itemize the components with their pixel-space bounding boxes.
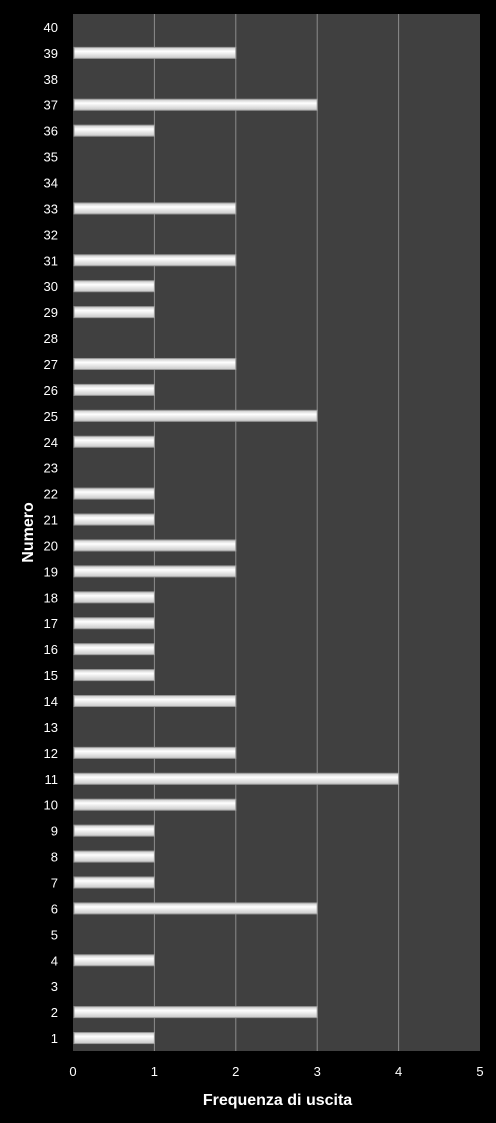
bar	[73, 591, 155, 604]
bar	[73, 876, 155, 889]
y-tick-label: 40	[44, 20, 58, 35]
y-tick-label: 22	[44, 487, 58, 502]
bar	[73, 513, 155, 526]
x-tick-label: 3	[314, 1064, 321, 1079]
bar	[73, 643, 155, 656]
y-tick-label: 39	[44, 46, 58, 61]
y-tick-label: 37	[44, 98, 58, 113]
bar	[73, 98, 318, 111]
x-axis-title: Frequenza di uscita	[203, 1092, 352, 1109]
bar	[73, 617, 155, 630]
y-tick-label: 14	[44, 694, 58, 709]
bar	[73, 383, 155, 396]
y-tick-label: 19	[44, 564, 58, 579]
y-tick-label: 6	[51, 901, 58, 916]
bar	[73, 902, 318, 915]
x-tick-label: 2	[232, 1064, 239, 1079]
y-tick-label: 28	[44, 331, 58, 346]
bar	[73, 409, 318, 422]
bar	[73, 357, 237, 370]
y-tick-label: 2	[51, 1005, 58, 1020]
y-tick-label: 20	[44, 538, 58, 553]
y-tick-label: 1	[51, 1031, 58, 1046]
x-tick-label: 1	[151, 1064, 158, 1079]
y-tick-label: 38	[44, 72, 58, 87]
x-tick-label: 4	[395, 1064, 402, 1079]
y-tick-label: 30	[44, 279, 58, 294]
y-tick-label: 12	[44, 746, 58, 761]
y-tick-label: 32	[44, 227, 58, 242]
y-tick-label: 17	[44, 616, 58, 631]
y-tick-label: 35	[44, 150, 58, 165]
bar	[73, 1006, 318, 1019]
y-tick-label: 3	[51, 979, 58, 994]
y-tick-label: 29	[44, 305, 58, 320]
bar	[73, 669, 155, 682]
x-tick-label: 5	[476, 1064, 483, 1079]
bar	[73, 695, 237, 708]
y-tick-label: 25	[44, 409, 58, 424]
bar	[73, 565, 237, 578]
bar	[73, 772, 400, 785]
y-tick-label: 36	[44, 124, 58, 139]
bar	[73, 954, 155, 967]
y-tick-label: 34	[44, 176, 58, 191]
y-tick-label: 5	[51, 927, 58, 942]
y-tick-label: 7	[51, 875, 58, 890]
x-tick-label: 0	[69, 1064, 76, 1079]
y-axis-ticks: 1234567891011121314151617181920212223242…	[44, 20, 58, 1046]
y-tick-label: 13	[44, 720, 58, 735]
bars	[73, 46, 400, 1045]
bar	[73, 850, 155, 863]
y-tick-label: 8	[51, 850, 58, 865]
y-tick-label: 11	[45, 772, 59, 787]
bar	[73, 798, 237, 811]
plot-area	[73, 14, 480, 1051]
bar	[73, 280, 155, 293]
y-axis-title: Numero	[20, 502, 37, 563]
y-tick-label: 21	[44, 513, 58, 528]
y-tick-label: 24	[44, 435, 58, 450]
bar	[73, 202, 237, 215]
bar	[73, 824, 155, 837]
y-tick-label: 10	[44, 798, 58, 813]
y-tick-label: 16	[44, 642, 58, 657]
y-tick-label: 9	[51, 824, 58, 839]
y-tick-label: 27	[44, 357, 58, 372]
bar	[73, 124, 155, 137]
bar	[73, 306, 155, 319]
y-tick-label: 33	[44, 201, 58, 216]
y-tick-label: 31	[44, 253, 58, 268]
x-axis-ticks: 0 1 2 3 4 5	[69, 1064, 483, 1079]
bar	[73, 254, 237, 267]
y-tick-label: 18	[44, 590, 58, 605]
bar	[73, 1032, 155, 1045]
bar	[73, 746, 237, 759]
bar	[73, 435, 155, 448]
y-tick-label: 4	[51, 953, 58, 968]
y-tick-label: 23	[44, 461, 58, 476]
y-tick-label: 26	[44, 383, 58, 398]
y-tick-label: 15	[44, 668, 58, 683]
bar	[73, 487, 155, 500]
bar	[73, 539, 237, 552]
bar	[73, 46, 237, 59]
